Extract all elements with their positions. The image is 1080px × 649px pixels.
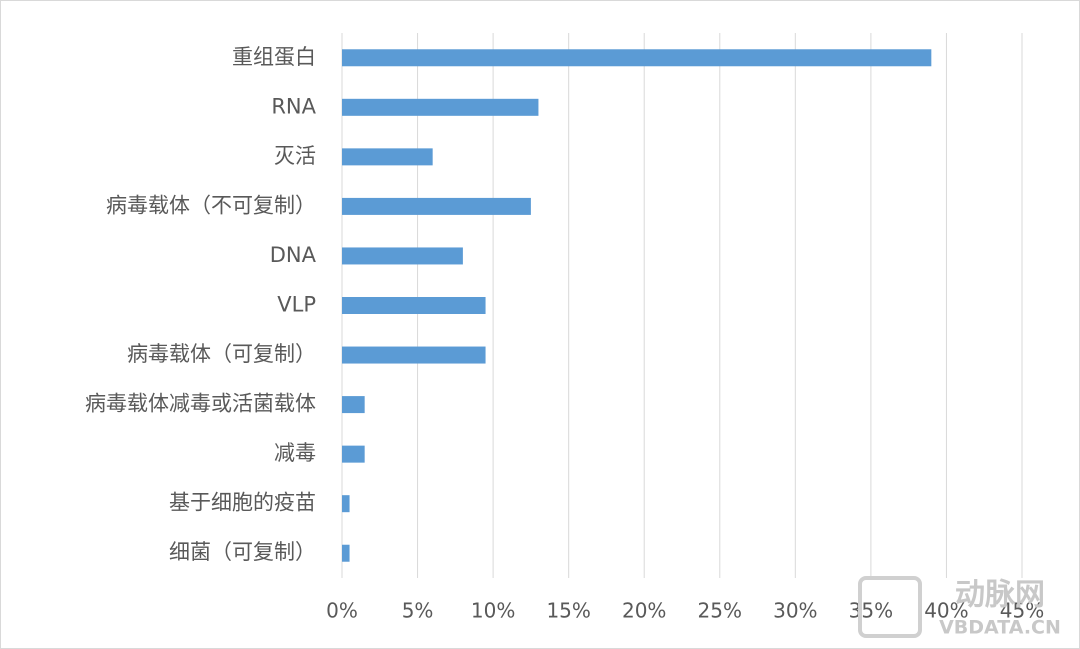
x-tick-label: 25% [698,599,742,623]
x-tick-label: 40% [924,599,968,623]
bar [342,247,463,265]
y-tick-label: 减毒 [274,441,316,465]
bar [342,148,433,166]
bar [342,445,365,463]
x-tick-label: 0% [326,599,358,623]
bar [342,544,350,562]
y-tick-label: VLP [277,293,316,317]
x-tick-label: 15% [546,599,590,623]
watermark: 动脉网 VBDATA.CN [858,576,1061,639]
bar [342,396,365,414]
watermark-site: VBDATA.CN [939,617,1061,639]
bar [342,197,531,215]
y-tick-label: RNA [271,94,316,118]
x-tick-label: 10% [471,599,515,623]
bar [342,98,539,116]
watermark-logo [858,576,922,638]
y-tick-label: 灭活 [274,144,316,168]
x-tick-label: 20% [622,599,666,623]
x-tick-label: 5% [402,599,434,623]
y-tick-label: 病毒载体（可复制） [127,342,316,366]
bar [342,495,350,513]
y-tick-label: 病毒载体减毒或活菌载体 [85,392,316,416]
x-tick-label: 30% [773,599,817,623]
bar [342,49,932,67]
x-tick-label: 35% [849,599,893,623]
y-tick-label: 细菌（可复制） [169,540,316,564]
bar [342,297,486,314]
watermark-brand: 动脉网 [955,578,1045,613]
y-tick-label: DNA [270,243,317,267]
bar [342,346,486,364]
y-tick-label: 重组蛋白 [232,45,316,69]
y-tick-label: 病毒载体（不可复制） [106,193,316,217]
x-tick-label: 45% [1000,599,1044,623]
y-tick-label: 基于细胞的疫苗 [169,491,316,515]
